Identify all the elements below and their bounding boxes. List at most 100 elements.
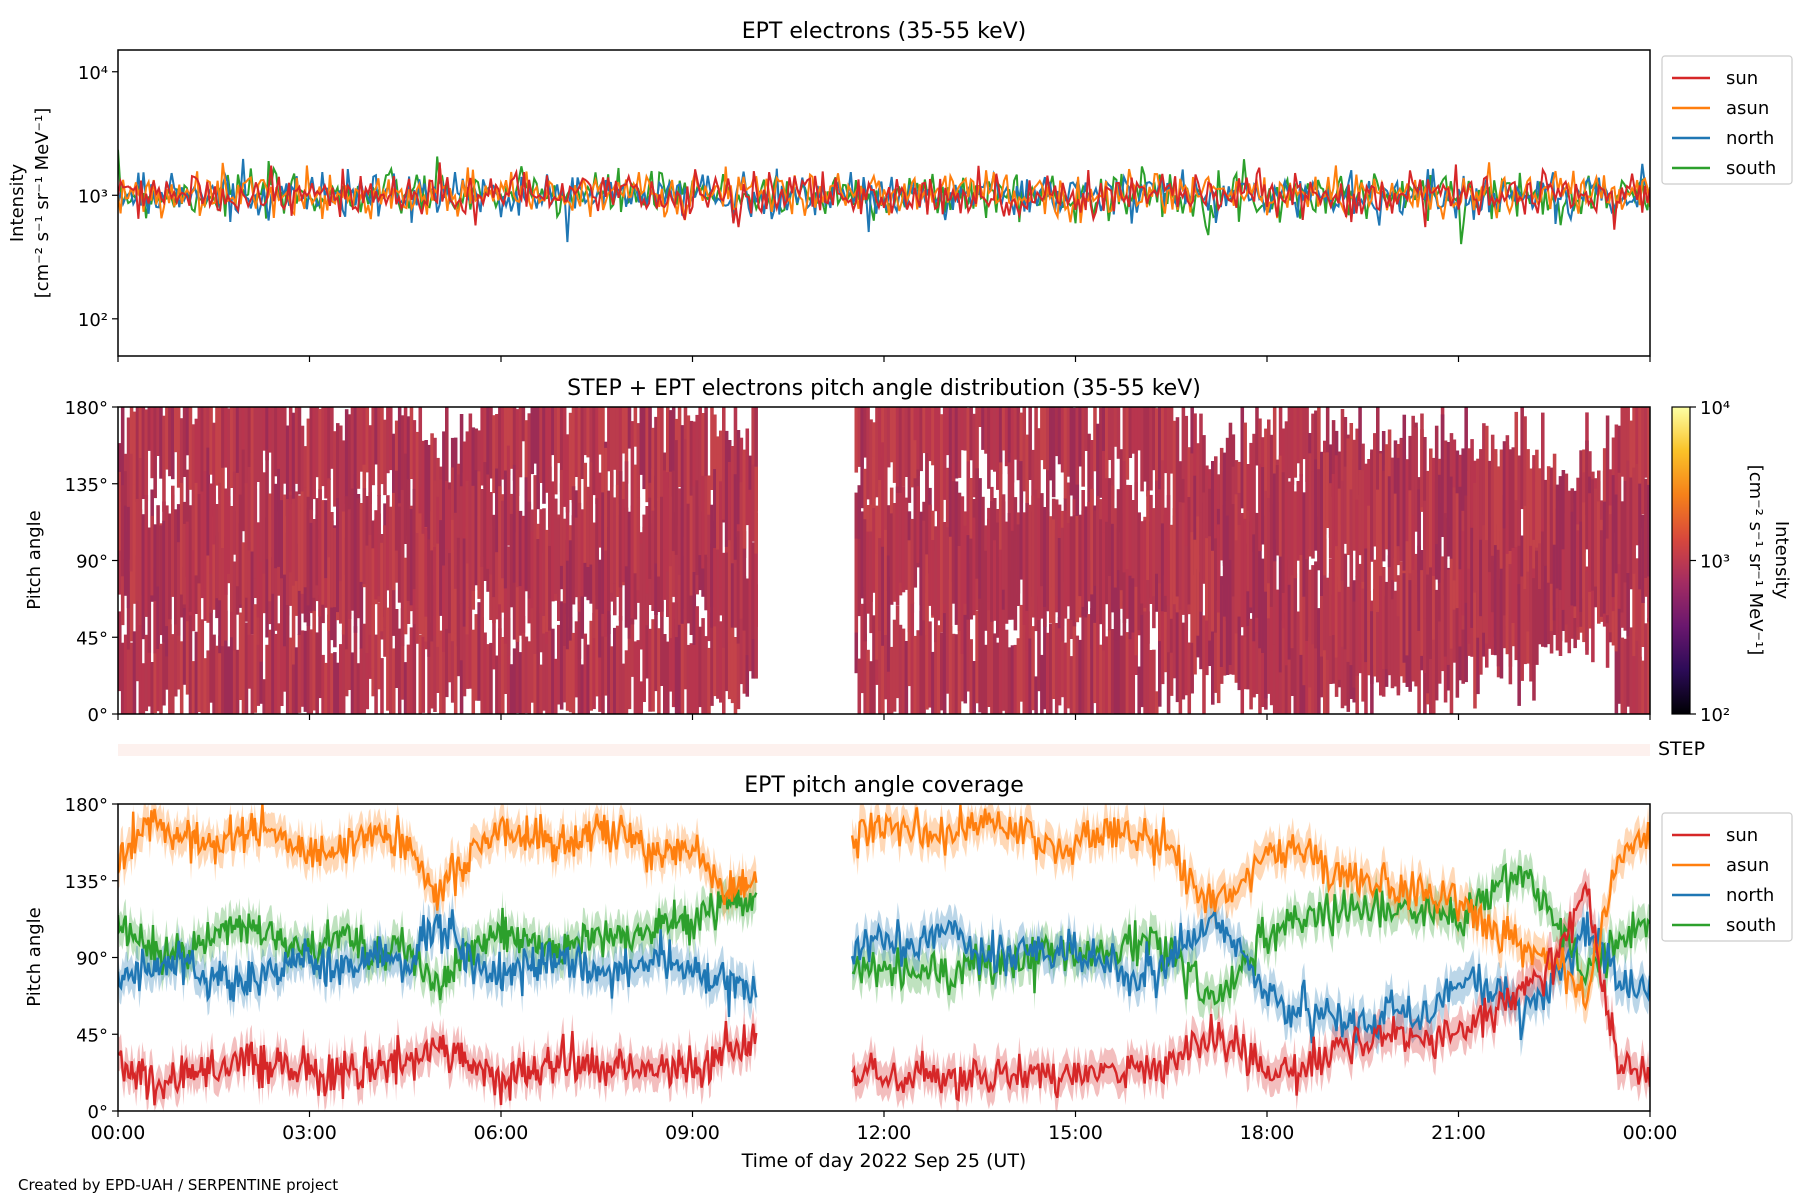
pad-bin bbox=[171, 485, 175, 597]
pad-bin bbox=[1272, 407, 1277, 504]
pad-bin bbox=[344, 409, 349, 504]
pad-bin bbox=[1320, 486, 1324, 596]
pad-bin bbox=[931, 407, 935, 466]
pad-bin bbox=[456, 474, 461, 597]
pad-bin bbox=[592, 612, 596, 710]
pad-bin bbox=[1166, 407, 1171, 523]
pad-bin bbox=[1644, 478, 1648, 578]
pad-bin bbox=[1443, 513, 1448, 596]
pad-bin bbox=[565, 470, 570, 561]
pad-bin bbox=[928, 407, 932, 462]
pad-bin bbox=[1499, 558, 1504, 679]
pad-bin bbox=[1264, 582, 1268, 699]
pad-bin bbox=[695, 480, 699, 576]
footer-credit: Created by EPD-UAH / SERPENTINE project bbox=[18, 1176, 338, 1194]
pad-bin bbox=[1626, 407, 1630, 493]
pad-bin bbox=[1558, 476, 1563, 591]
pad-bin bbox=[392, 492, 396, 591]
pad-bin bbox=[1125, 484, 1130, 570]
pad-bin bbox=[501, 407, 505, 480]
pad-bin bbox=[324, 500, 328, 579]
pad-bin bbox=[580, 664, 585, 714]
pad-bin bbox=[412, 488, 417, 590]
coverage-yticks: 0° 45° 90° 135° 180° bbox=[65, 795, 118, 1123]
pad-bin bbox=[253, 407, 258, 486]
pad-bin bbox=[300, 491, 305, 594]
pad-bin bbox=[194, 418, 199, 502]
pad-bin bbox=[1134, 482, 1138, 587]
pad-bin bbox=[1155, 408, 1159, 522]
pad-bin bbox=[1269, 434, 1274, 513]
pad-bin bbox=[589, 462, 593, 565]
pad-bin bbox=[748, 489, 753, 580]
pad-bin bbox=[1146, 490, 1150, 580]
x-tick-label: 18:00 bbox=[1240, 1122, 1295, 1144]
colorbar-label-line2: [cm⁻² s⁻¹ sr⁻¹ MeV⁻¹] bbox=[1745, 465, 1766, 656]
pad-bin bbox=[1426, 585, 1430, 694]
pad-bin bbox=[459, 548, 464, 661]
pad-panel: STEP + EPT electrons pitch angle distrib… bbox=[24, 376, 1792, 726]
pad-bin bbox=[1160, 523, 1165, 612]
pad-bin bbox=[459, 638, 464, 714]
pad-bin bbox=[203, 658, 207, 714]
pad-bin bbox=[651, 510, 655, 611]
pad-bin bbox=[598, 559, 602, 658]
pad-bin bbox=[1078, 514, 1082, 597]
coverage-band-north bbox=[118, 892, 757, 1034]
pad-bin bbox=[521, 407, 526, 442]
pad-bin bbox=[642, 584, 646, 702]
pad-bin bbox=[1523, 416, 1527, 506]
pad-bin bbox=[580, 407, 585, 479]
pad-bin bbox=[1535, 449, 1539, 548]
pad-bin bbox=[274, 483, 278, 569]
pad-bin bbox=[191, 661, 196, 714]
pad-bin bbox=[586, 407, 590, 458]
pad-bin bbox=[1514, 411, 1519, 501]
pad-bin bbox=[1443, 579, 1448, 657]
pad-bin bbox=[165, 505, 169, 627]
pad-bin bbox=[1107, 629, 1112, 714]
pad-bin bbox=[144, 495, 149, 612]
pad-bin bbox=[1131, 539, 1136, 633]
pad-bin bbox=[285, 425, 290, 517]
pad-bin bbox=[303, 630, 308, 712]
pad-bin bbox=[1490, 517, 1495, 613]
pad-bin bbox=[1010, 530, 1015, 620]
pad-bin bbox=[439, 630, 443, 714]
pad-bin bbox=[506, 546, 511, 656]
pad-bin bbox=[347, 612, 352, 690]
pad-bin bbox=[515, 532, 520, 642]
pad-bin bbox=[1337, 488, 1342, 592]
pad-bin bbox=[445, 548, 449, 629]
pad-bin bbox=[1163, 407, 1168, 474]
coverage-series-north bbox=[850, 910, 1650, 1044]
pad-bin bbox=[951, 633, 956, 714]
pad-bin bbox=[1373, 433, 1377, 547]
pad-bin bbox=[886, 555, 891, 672]
pad-bin bbox=[1178, 603, 1183, 714]
intensity-panel: EPT electrons (35-55 keV) 10² 10³ 10⁴ Inte… bbox=[7, 19, 1793, 362]
pad-bin bbox=[1305, 527, 1309, 641]
pad-bin bbox=[878, 407, 882, 487]
pad-bin bbox=[120, 407, 125, 502]
pad-bin bbox=[1511, 529, 1516, 623]
pad-bin bbox=[910, 602, 915, 714]
pad-bin bbox=[433, 480, 437, 586]
pad-bin bbox=[1334, 455, 1339, 547]
pad-bin bbox=[1328, 483, 1333, 559]
pad-bin bbox=[515, 409, 520, 496]
pad-bin bbox=[232, 619, 237, 714]
pad-bin bbox=[1617, 594, 1622, 704]
pad-bin bbox=[592, 407, 596, 496]
pad-bin bbox=[1614, 601, 1619, 714]
pad-bin bbox=[415, 533, 420, 609]
pad-bin bbox=[406, 479, 411, 601]
pad-bin bbox=[1216, 600, 1221, 704]
pad-bin bbox=[1632, 467, 1636, 574]
pad-bin bbox=[1641, 660, 1645, 714]
pad-bin bbox=[910, 518, 915, 604]
pad-bin bbox=[489, 642, 493, 714]
pad-bin bbox=[1190, 453, 1194, 550]
pad-bin bbox=[1028, 407, 1032, 480]
pad-bin bbox=[704, 516, 708, 611]
